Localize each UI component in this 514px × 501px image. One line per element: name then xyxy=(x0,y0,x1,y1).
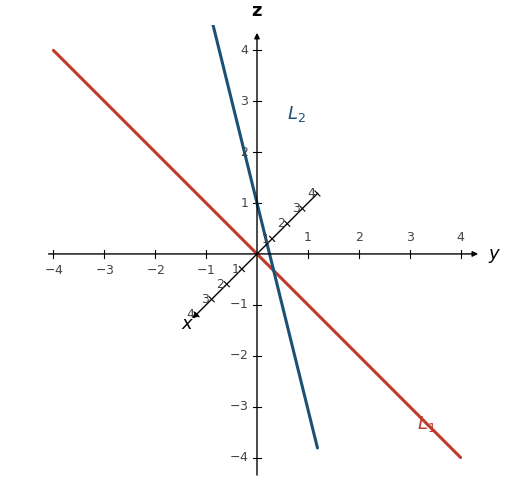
Text: 2: 2 xyxy=(241,146,248,159)
Text: $-4$: $-4$ xyxy=(229,451,248,464)
Text: z: z xyxy=(252,2,262,20)
Text: 1: 1 xyxy=(304,231,312,244)
Text: x: x xyxy=(181,315,192,333)
Text: $-3$: $-3$ xyxy=(229,400,248,413)
Text: y: y xyxy=(488,245,499,263)
Text: 1: 1 xyxy=(232,263,240,276)
Text: 3: 3 xyxy=(292,202,300,215)
Text: 1: 1 xyxy=(262,232,270,245)
Text: 3: 3 xyxy=(201,293,209,306)
Text: $L_1$: $L_1$ xyxy=(417,414,436,434)
Text: 4: 4 xyxy=(241,44,248,57)
Text: 2: 2 xyxy=(216,278,225,291)
Text: 4: 4 xyxy=(186,308,194,321)
Text: $-1$: $-1$ xyxy=(196,264,216,277)
Text: $-3$: $-3$ xyxy=(95,264,114,277)
Text: 4: 4 xyxy=(456,231,465,244)
Text: 2: 2 xyxy=(277,217,285,230)
Text: 4: 4 xyxy=(307,187,315,200)
Text: 3: 3 xyxy=(241,95,248,108)
Text: $-2$: $-2$ xyxy=(229,349,248,362)
Text: 3: 3 xyxy=(406,231,414,244)
Text: 1: 1 xyxy=(241,196,248,209)
Text: $-1$: $-1$ xyxy=(229,298,248,311)
Text: $-4$: $-4$ xyxy=(44,264,63,277)
Text: 2: 2 xyxy=(355,231,363,244)
Text: $L_2$: $L_2$ xyxy=(287,104,306,124)
Text: $-2$: $-2$ xyxy=(145,264,165,277)
